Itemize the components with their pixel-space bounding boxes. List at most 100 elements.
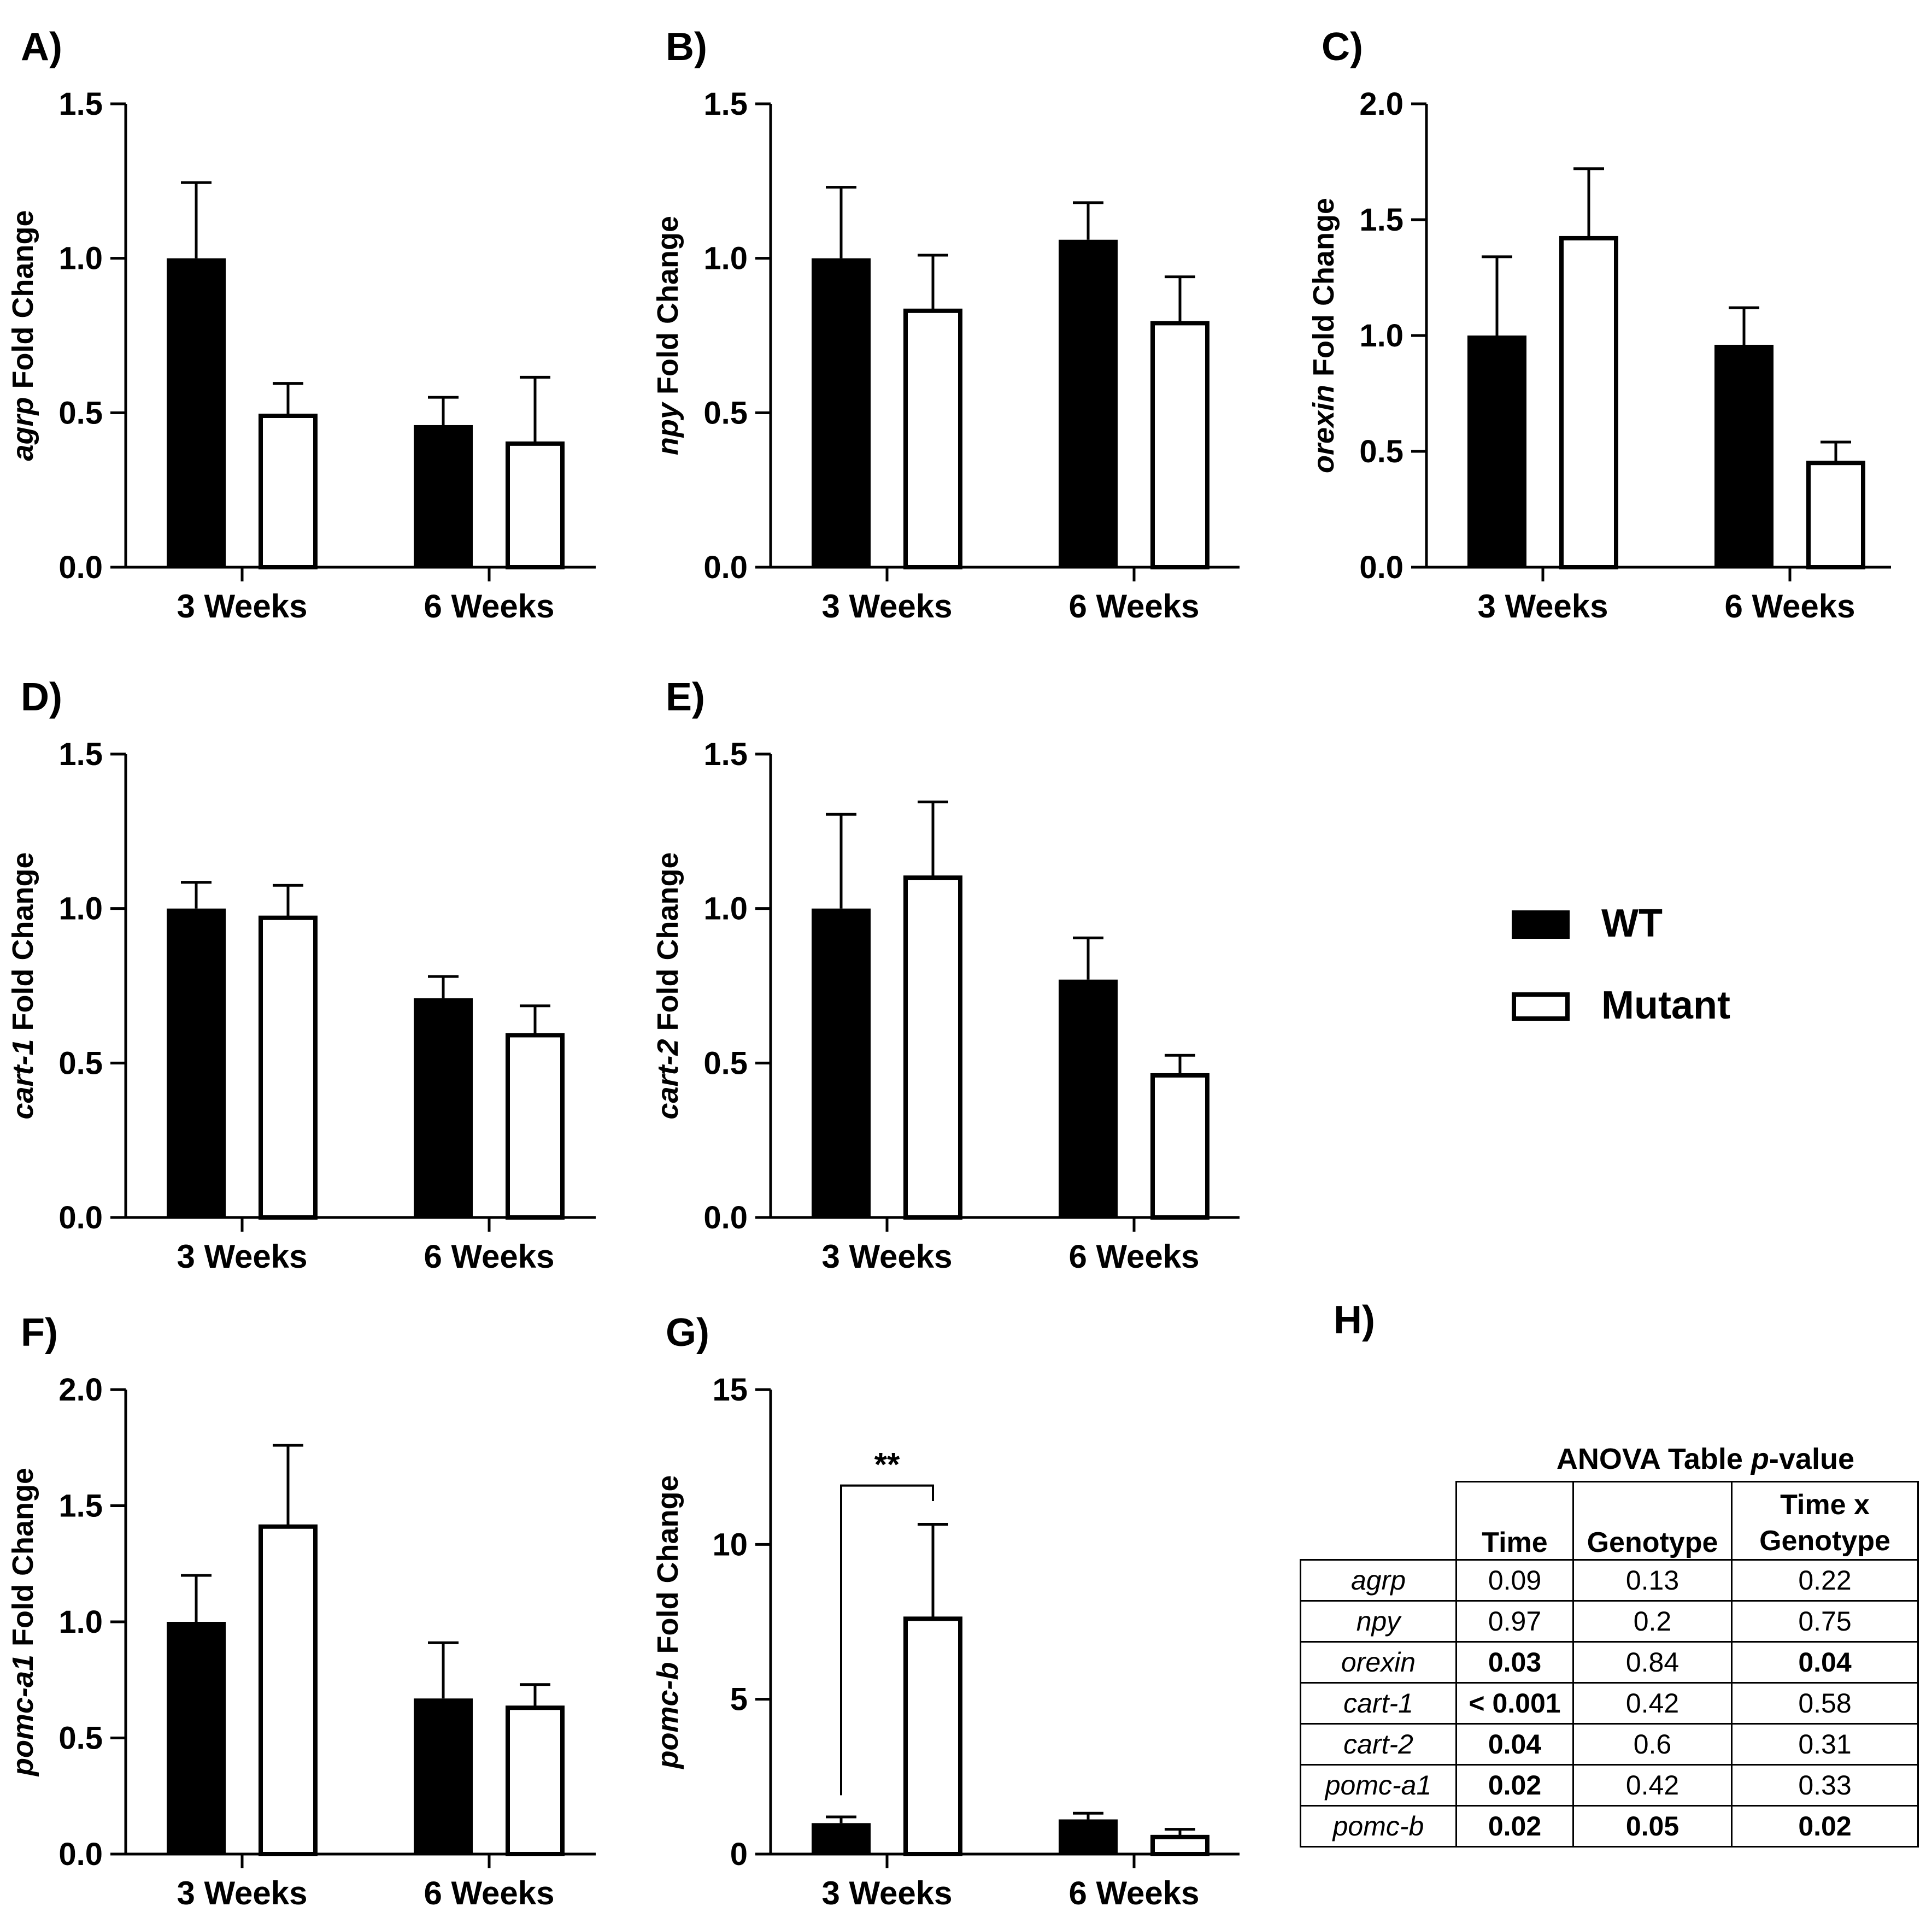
chart-panel-orexin: C) 0.0 0.5 1.0 1.5 2.0 orexin Fold Change 3 Wee… [1307,25,1891,625]
y-axis-label-gene: pomc-b [651,1662,684,1769]
legend-label-wt: WT [1601,902,1663,945]
anova-p-value-cell: 0.75 [1731,1600,1919,1643]
bar-mutant-6-weeks [1806,461,1865,570]
x-tick-label: 3 Weeks [177,1875,307,1911]
anova-row-pomc-a1: pomc-a1 0.02 0.42 0.33 [1300,1764,1919,1807]
anova-p-value-cell: 0.31 [1731,1723,1919,1766]
bar-mutant-3-weeks [903,1616,962,1856]
x-tick-label: 3 Weeks [177,588,307,625]
y-tick-label: 1.0 [58,1604,103,1640]
anova-gene-cell: npy [1300,1600,1457,1643]
x-tick-label: 3 Weeks [821,1238,952,1275]
chart-panel-pomc-b: G) 0 5 10 15 pomc-b Fold Change 3 Weeks 6 Weeks… [651,1311,1240,1911]
y-tick-label: 1.5 [703,737,748,772]
y-tick-label: 1.5 [703,86,748,122]
bar-mutant-6-weeks [1150,1834,1209,1856]
panel-label: E) [666,675,705,719]
y-tick-label: 1.0 [703,891,748,927]
y-axis-label-gene: npy [651,401,684,455]
anova-corner-cell [1300,1481,1457,1561]
bar-wt-3-weeks [812,258,871,568]
y-tick-label: 0.5 [58,395,103,431]
significance-bracket [840,1484,934,1796]
bar-mutant-3-weeks [259,1524,318,1856]
chart-panel-cart-2: E) 0.0 0.5 1.0 1.5 cart-2 Fold Change 3 Weeks 6… [651,675,1240,1275]
y-axis-label-suffix: Fold Change [1307,198,1340,385]
y-axis-label-suffix: Fold Change [651,216,684,403]
anova-p-value-cell: 0.05 [1572,1805,1733,1848]
bar-mutant-6-weeks [506,1033,565,1220]
anova-p-value-cell: 0.02 [1455,1805,1574,1848]
x-tick-label: 6 Weeks [1068,1238,1199,1275]
anova-gene-cell: pomc-b [1300,1805,1457,1848]
panel-label: D) [21,675,62,719]
panel-label: H) [1334,1298,1375,1342]
anova-p-value-cell: 0.02 [1455,1764,1574,1807]
bar-wt-3-weeks [167,908,226,1217]
anova-gene-cell: agrp [1300,1559,1457,1602]
anova-row-orexin: orexin 0.03 0.84 0.04 [1300,1641,1919,1684]
y-axis-label-gene: cart-1 [7,1039,39,1119]
x-tick-label: 6 Weeks [1724,588,1855,625]
bar-mutant-3-weeks [903,875,962,1220]
bar-mutant-6-weeks [506,1705,565,1856]
y-axis-label-suffix: Fold Change [7,1468,39,1655]
y-tick-label: 15 [712,1372,748,1408]
panel-label: B) [666,25,707,69]
y-axis-label-suffix: Fold Change [651,852,684,1039]
y-tick-label: 1.0 [58,891,103,927]
chart-panel-cart-1: D) 0.0 0.5 1.0 1.5 cart-1 Fold Change 3 Weeks 6… [7,675,596,1275]
y-tick-label: 0.5 [58,1721,103,1756]
anova-header-interaction-line2: Genotype [1759,1525,1890,1557]
panel-label: C) [1322,25,1363,69]
anova-p-value-cell: 0.04 [1731,1641,1919,1684]
y-tick-label: 2.0 [58,1372,103,1408]
y-tick-label: 1.5 [58,1488,103,1524]
bar-wt-6-weeks [414,1698,473,1854]
y-tick-label: 0.5 [703,1045,748,1081]
y-tick-label: 0.5 [1359,434,1404,469]
bar-wt-3-weeks [812,908,871,1217]
anova-p-value-cell: 0.58 [1731,1682,1919,1725]
legend-swatch-mutant [1512,992,1570,1021]
x-tick-label: 6 Weeks [1068,588,1199,625]
bar-wt-6-weeks [414,998,473,1217]
chart-panel-agrp: A) 0.0 0.5 1.0 1.5 agrp Fold Change 3 Weeks 6 W… [7,25,596,625]
x-tick-label: 3 Weeks [821,588,952,625]
y-axis-label-gene: agrp [7,397,39,461]
anova-row-npy: npy 0.97 0.2 0.75 [1300,1600,1919,1643]
anova-header-interaction: Time x Genotype [1731,1481,1919,1561]
anova-p-value-cell: 0.2 [1572,1600,1733,1643]
y-tick-label: 0.5 [58,1045,103,1081]
anova-gene-cell: orexin [1300,1641,1457,1684]
y-axis-label-suffix: Fold Change [7,852,39,1039]
anova-p-value-cell: 0.33 [1731,1764,1919,1807]
y-axis-label-gene: orexin [1307,385,1340,473]
y-axis-label-suffix: Fold Change [7,210,39,397]
significance-marker: ** [874,1446,900,1483]
bar-mutant-3-weeks [1559,236,1618,570]
chart-panel-npy: B) 0.0 0.5 1.0 1.5 npy Fold Change 3 Weeks 6 We… [651,25,1240,625]
bar-wt-6-weeks [1059,1819,1118,1854]
bar-mutant-3-weeks [259,413,318,570]
y-axis-label: pomc-b Fold Change [651,1475,684,1770]
anova-header-row: Time Genotype Time x Genotype [1300,1481,1919,1561]
bar-wt-3-weeks [167,258,226,568]
bar-mutant-3-weeks [259,915,318,1220]
y-tick-label: 0.0 [58,1200,103,1235]
anova-header-time: Time [1455,1481,1574,1561]
anova-table-title: ANOVA Table p-value [1300,1437,1917,1481]
y-tick-label: 1.0 [1359,318,1404,354]
bar-wt-6-weeks [414,425,473,567]
panel-label: A) [21,25,62,69]
anova-table-panel: ANOVA Table p-value Time Genotype Time x… [1300,1437,1919,1848]
bar-wt-6-weeks [1059,979,1118,1217]
bar-wt-3-weeks [1467,336,1526,567]
anova-row-cart-2: cart-2 0.04 0.6 0.31 [1300,1723,1919,1766]
bar-wt-6-weeks [1059,239,1118,567]
y-axis-label: npy Fold Change [651,216,684,455]
chart-legend: WT Mutant [1512,902,1730,1027]
anova-header-interaction-line1: Time x [1780,1489,1870,1521]
y-axis-label-suffix: Fold Change [651,1475,684,1662]
